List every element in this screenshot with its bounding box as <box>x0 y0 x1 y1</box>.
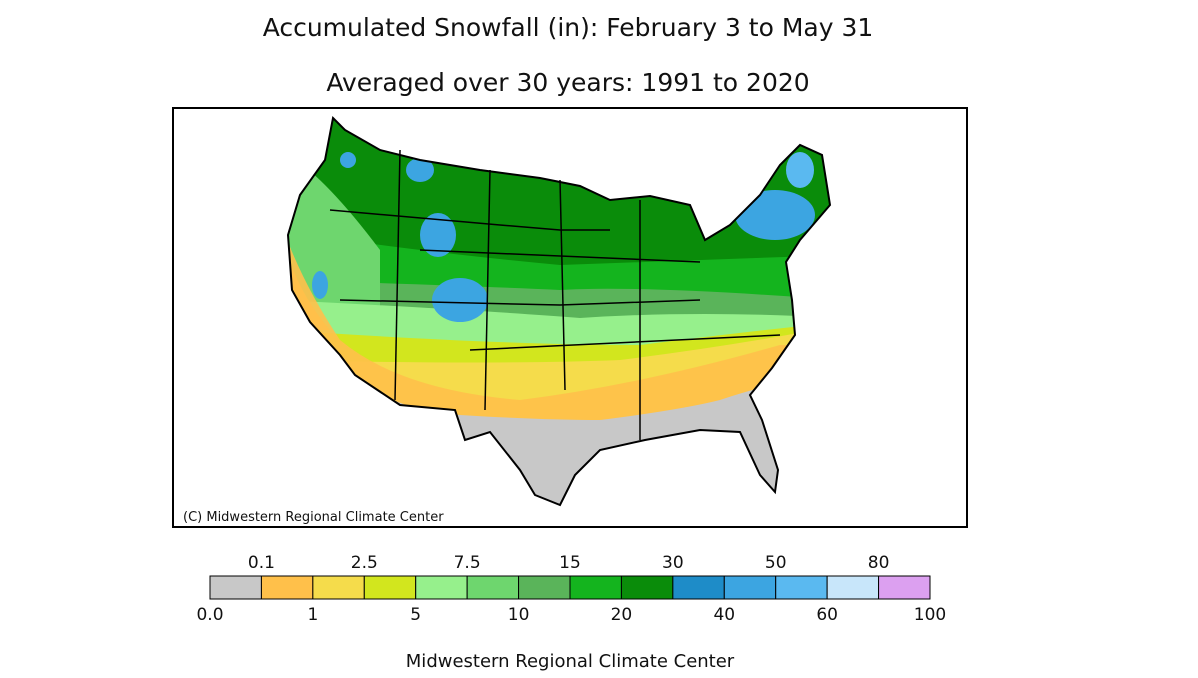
map-credit: (C) Midwestern Regional Climate Center <box>183 510 444 525</box>
legend-label: 5 <box>410 605 421 625</box>
legend-label: 80 <box>868 553 890 573</box>
legend-swatch <box>878 575 931 600</box>
legend-label: 50 <box>765 553 787 573</box>
legend-swatch <box>260 575 314 600</box>
legend-label: 15 <box>559 553 581 573</box>
legend-label: 7.5 <box>454 553 481 573</box>
legend-swatch <box>775 575 828 600</box>
legend-label: 30 <box>662 553 684 573</box>
legend-label: 40 <box>713 605 735 625</box>
legend-swatch <box>209 575 262 600</box>
legend-label: 60 <box>816 605 838 625</box>
legend-swatch <box>672 575 725 600</box>
title: Accumulated Snowfall (in): February 3 to… <box>263 13 874 42</box>
legend-label: 0.1 <box>248 553 275 573</box>
legend-label: 20 <box>611 605 633 625</box>
legend-label: 10 <box>508 605 530 625</box>
legend-swatch <box>363 575 417 600</box>
legend-label: 2.5 <box>351 553 378 573</box>
legend-label: 1 <box>307 605 318 625</box>
subtitle: Averaged over 30 years: 1991 to 2020 <box>326 68 809 97</box>
legend-label: 100 <box>914 605 946 625</box>
legend-swatch <box>620 575 674 600</box>
footer: Midwestern Regional Climate Center <box>406 651 735 672</box>
legend-swatch <box>466 575 520 600</box>
legend: 0.0 0.1 1 2.5 5 7.5 10 15 20 30 40 50 60 80 100 <box>196 553 946 625</box>
legend-swatch <box>518 575 571 600</box>
legend-swatch <box>415 575 468 600</box>
us-outline <box>286 115 832 507</box>
state-lines <box>329 149 781 440</box>
legend-swatch <box>723 575 777 600</box>
legend-swatch <box>826 575 880 600</box>
legend-label: 0.0 <box>196 605 223 625</box>
legend-swatch <box>569 575 622 600</box>
legend-swatch <box>312 575 365 600</box>
